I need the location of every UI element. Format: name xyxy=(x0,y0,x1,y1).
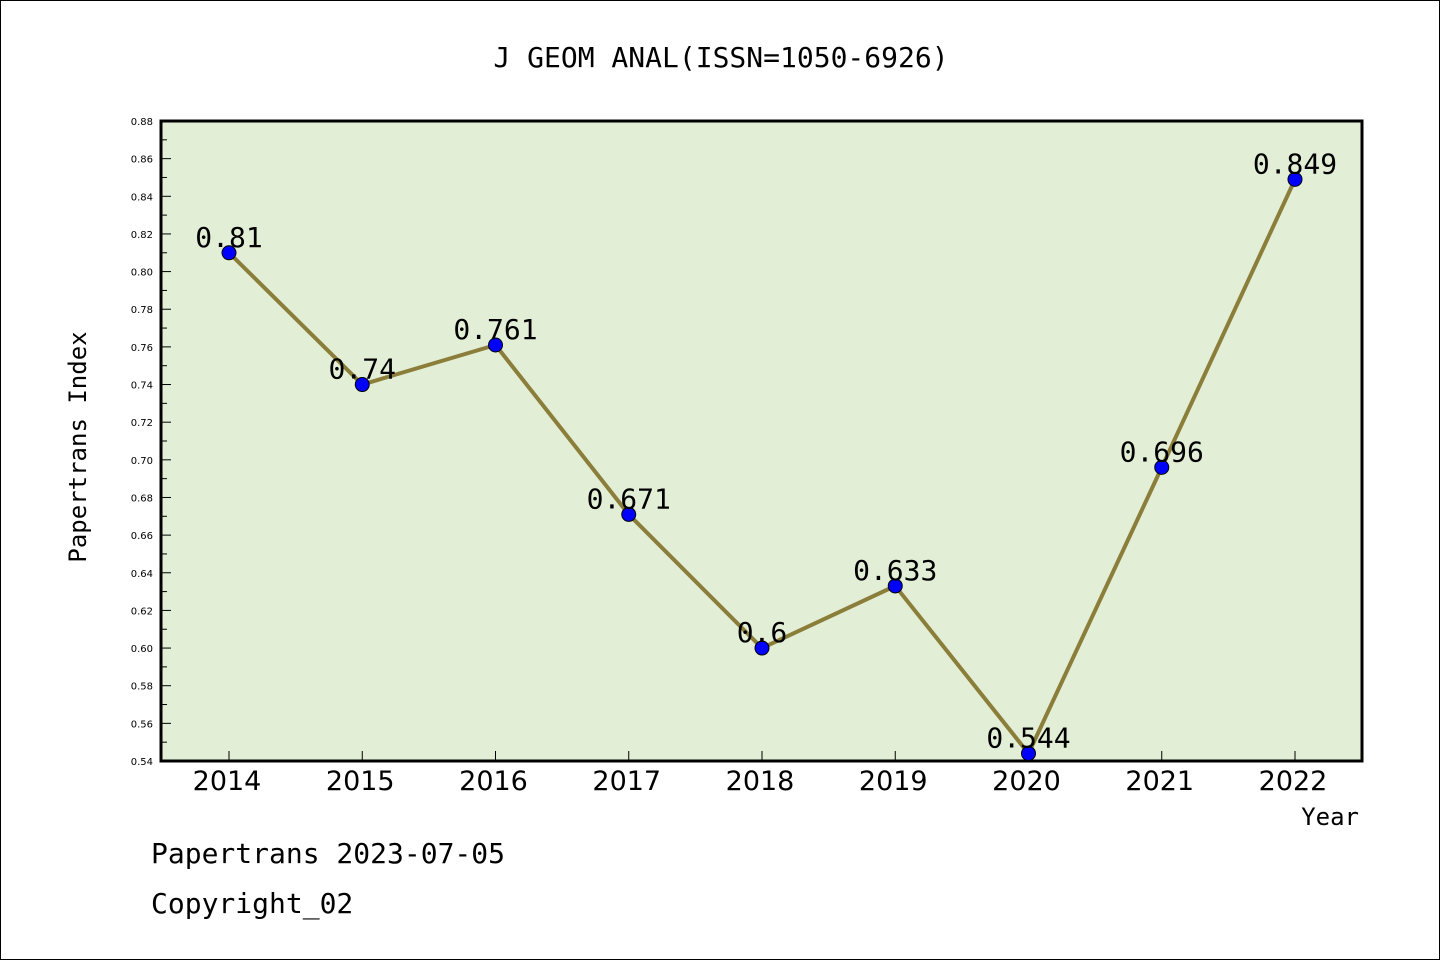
x-axis: 2014 2015 2016 2017 2018 2019 2020 2021 2022 xyxy=(193,751,1328,797)
y-tick-label: 0.64 xyxy=(131,569,153,580)
y-tick-label: 0.76 xyxy=(131,343,153,354)
data-label: 0.849 xyxy=(1253,147,1337,180)
data-label: 0.671 xyxy=(587,482,671,515)
y-tick-label: 0.84 xyxy=(131,192,153,203)
y-tick-label: 0.74 xyxy=(131,381,153,392)
x-tick-label: 2018 xyxy=(726,766,795,797)
x-tick-label: 2017 xyxy=(592,766,661,797)
y-tick-label: 0.56 xyxy=(131,719,153,730)
y-axis: 0.54 0.56 0.58 0.60 0.62 0.64 0.66 0.68 0.70 0.72… xyxy=(131,117,171,768)
y-tick-label: 0.62 xyxy=(131,606,153,617)
x-tick-label: 2020 xyxy=(992,766,1061,797)
data-label: 0.6 xyxy=(737,616,788,649)
data-point xyxy=(488,337,503,353)
data-label: 0.761 xyxy=(453,313,537,346)
data-point xyxy=(887,578,903,594)
y-tick-label: 0.82 xyxy=(131,230,153,241)
data-point xyxy=(354,377,370,393)
data-point xyxy=(754,640,770,656)
y-tick-label: 0.68 xyxy=(131,493,153,504)
y-tick-label: 0.60 xyxy=(131,644,153,655)
y-tick-label: 0.70 xyxy=(131,456,153,467)
data-label: 0.74 xyxy=(329,353,396,386)
y-tick-label: 0.58 xyxy=(131,682,153,693)
y-tick-label: 0.86 xyxy=(131,155,153,166)
y-tick-label: 0.88 xyxy=(131,117,153,128)
data-point xyxy=(1287,171,1303,187)
x-tick-label: 2021 xyxy=(1125,766,1194,797)
footer-copyright-text: Copyright_02 xyxy=(151,887,354,920)
data-label: 0.81 xyxy=(195,221,262,254)
y-tick-label: 0.66 xyxy=(131,531,153,542)
footer-date-text: Papertrans 2023-07-05 xyxy=(151,837,506,870)
x-axis-label: Year xyxy=(1301,803,1359,831)
data-label: 0.696 xyxy=(1120,435,1204,468)
y-tick-label: 0.54 xyxy=(131,757,153,768)
x-tick-label: 2014 xyxy=(193,766,262,797)
data-point xyxy=(221,245,237,261)
x-tick-label: 2016 xyxy=(459,766,528,797)
y-tick-label: 0.72 xyxy=(131,418,153,429)
data-point xyxy=(621,506,637,522)
chart-title: J GEOM ANAL(ISSN=1050-6926) xyxy=(493,41,948,74)
data-point xyxy=(1021,745,1036,761)
data-labels: 0.81 0.74 0.761 0.671 0.6 0.633 0.544 0.696 0.84… xyxy=(195,147,1337,754)
data-label: 0.633 xyxy=(853,554,937,587)
data-point xyxy=(1154,459,1170,475)
y-tick-label: 0.78 xyxy=(131,305,153,316)
x-tick-label: 2015 xyxy=(326,766,395,797)
data-markers xyxy=(221,171,1303,761)
y-tick-label: 0.80 xyxy=(131,268,153,279)
y-axis-label: Papertrans Index xyxy=(64,331,92,562)
x-tick-label: 2022 xyxy=(1259,766,1328,797)
x-tick-label: 2019 xyxy=(859,766,928,797)
data-label: 0.544 xyxy=(986,721,1070,754)
